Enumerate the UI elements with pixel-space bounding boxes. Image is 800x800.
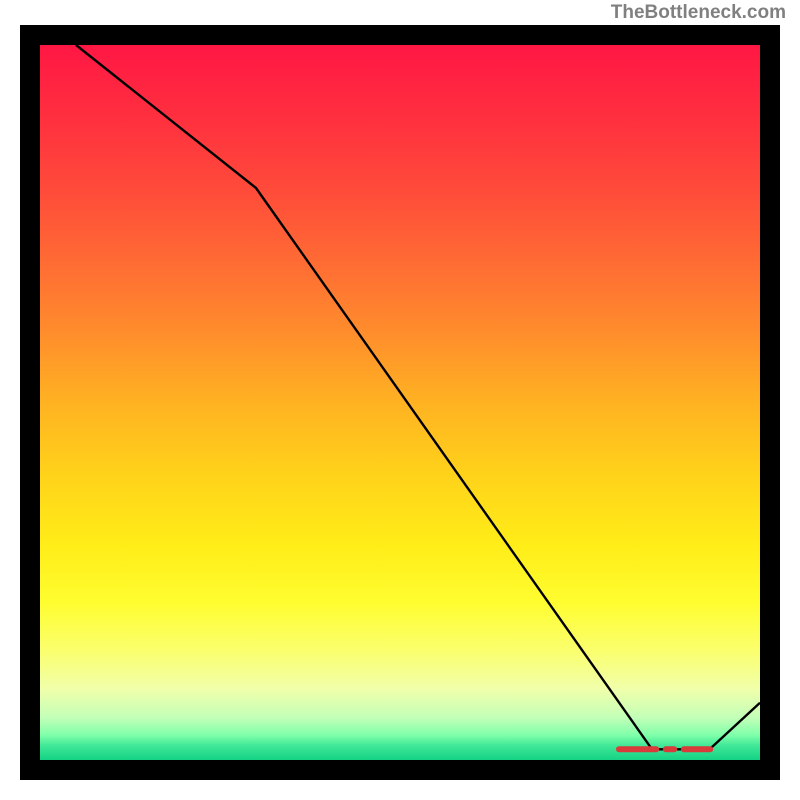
optimal-marker — [663, 746, 677, 752]
chart-container: TheBottleneck.com — [0, 0, 800, 800]
optimal-marker — [616, 746, 659, 752]
optimal-marker — [681, 746, 713, 752]
attribution-text: TheBottleneck.com — [611, 2, 786, 24]
gradient-background — [40, 45, 760, 760]
bottleneck-chart — [0, 0, 800, 800]
